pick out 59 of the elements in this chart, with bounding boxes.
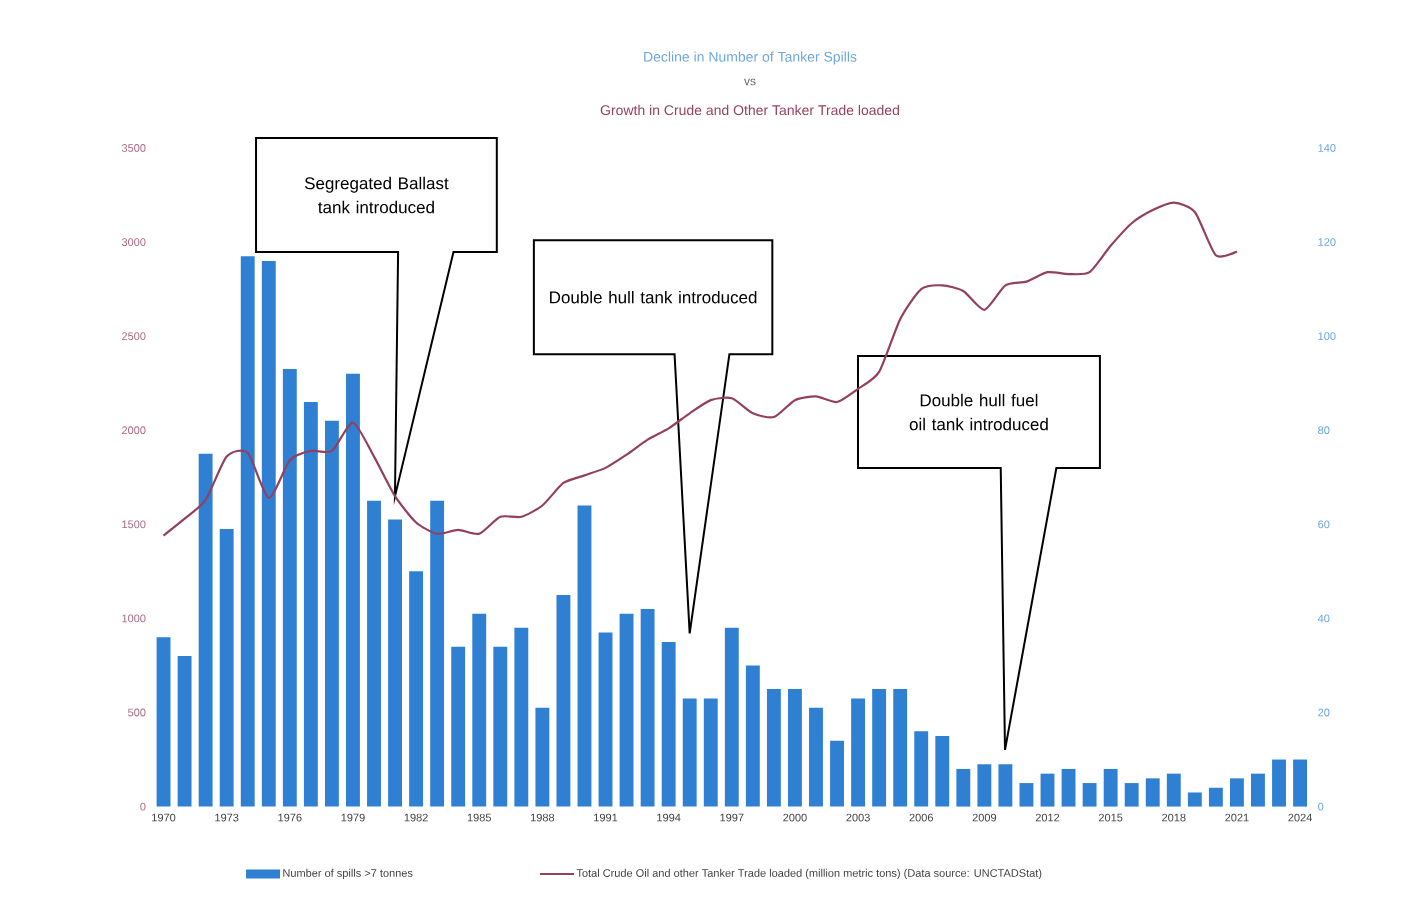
bar: [1061, 768, 1076, 807]
bar: [1019, 783, 1034, 807]
bar: [956, 768, 971, 807]
bar: [640, 609, 655, 807]
bar: [977, 764, 992, 807]
bar: [409, 571, 424, 807]
annotation: Double hull fuel oil tank introduced: [909, 393, 1048, 431]
bar: [556, 594, 571, 807]
bar: [745, 665, 760, 807]
bar: [535, 707, 550, 807]
bar: [388, 519, 402, 807]
bar: [282, 369, 297, 807]
bar: [451, 646, 466, 807]
bar: [472, 613, 487, 807]
bar: [156, 637, 171, 807]
bar: [766, 688, 781, 807]
bar: [493, 646, 508, 807]
bar: [367, 500, 381, 807]
bar: [661, 641, 676, 807]
bar: [1124, 783, 1139, 807]
line-series: [162, 201, 1239, 537]
bar: [619, 613, 634, 807]
bar: [1166, 773, 1181, 807]
bar: [324, 420, 339, 807]
bar: [872, 688, 887, 807]
bar: [998, 764, 1013, 807]
bar: [514, 627, 529, 807]
bar: [1251, 773, 1265, 807]
bar: [788, 688, 802, 807]
bar: [935, 736, 950, 807]
bar: [240, 256, 255, 807]
bar: [682, 698, 697, 807]
bar: [177, 656, 192, 807]
bar: [1187, 792, 1202, 807]
bar: [1229, 778, 1244, 807]
bar: [1103, 768, 1118, 807]
bar: [198, 453, 213, 807]
bar: [1082, 783, 1097, 807]
bar: [809, 707, 823, 807]
bar: [598, 632, 613, 807]
bar: [703, 698, 718, 807]
annotation: Double hull tank introduced: [550, 290, 757, 304]
bar: [830, 740, 844, 807]
bar: [1145, 778, 1160, 807]
bar: [1293, 759, 1308, 807]
bar: [893, 688, 908, 807]
bar: [261, 260, 276, 807]
bar: [577, 505, 592, 807]
bar: [303, 402, 318, 807]
bar: [1040, 773, 1055, 807]
bar: [724, 627, 739, 807]
bar: [1272, 759, 1286, 807]
bar: [346, 373, 360, 807]
bar: [430, 500, 445, 807]
bar: [914, 731, 929, 807]
bar: [851, 698, 866, 807]
annotation: Segregated Ballast tank introduced: [304, 176, 449, 214]
bar: [219, 529, 234, 807]
bar: [1208, 787, 1223, 807]
